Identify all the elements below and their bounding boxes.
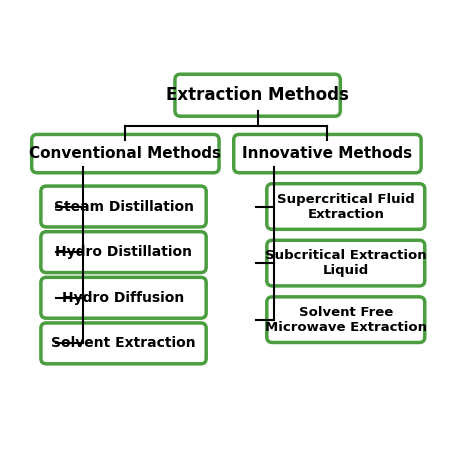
FancyBboxPatch shape bbox=[32, 135, 219, 173]
Text: Conventional Methods: Conventional Methods bbox=[29, 146, 221, 161]
FancyBboxPatch shape bbox=[41, 186, 206, 227]
Text: Hydro Distillation: Hydro Distillation bbox=[55, 245, 192, 259]
Text: Extraction Methods: Extraction Methods bbox=[166, 86, 349, 104]
FancyBboxPatch shape bbox=[41, 232, 206, 273]
Text: Innovative Methods: Innovative Methods bbox=[242, 146, 412, 161]
FancyBboxPatch shape bbox=[267, 297, 425, 343]
Text: Supercritical Fluid
Extraction: Supercritical Fluid Extraction bbox=[277, 192, 415, 220]
Text: Hydro Diffusion: Hydro Diffusion bbox=[63, 291, 185, 305]
FancyBboxPatch shape bbox=[234, 135, 421, 173]
Text: Solvent Free
Microwave Extraction: Solvent Free Microwave Extraction bbox=[265, 306, 427, 334]
FancyBboxPatch shape bbox=[41, 323, 206, 364]
FancyBboxPatch shape bbox=[267, 240, 425, 286]
Text: Steam Distillation: Steam Distillation bbox=[54, 200, 193, 213]
FancyBboxPatch shape bbox=[41, 277, 206, 318]
Text: Solvent Extraction: Solvent Extraction bbox=[51, 337, 196, 350]
FancyBboxPatch shape bbox=[175, 74, 340, 116]
FancyBboxPatch shape bbox=[267, 184, 425, 229]
Text: Subcritical Extraction
Liquid: Subcritical Extraction Liquid bbox=[265, 249, 427, 277]
